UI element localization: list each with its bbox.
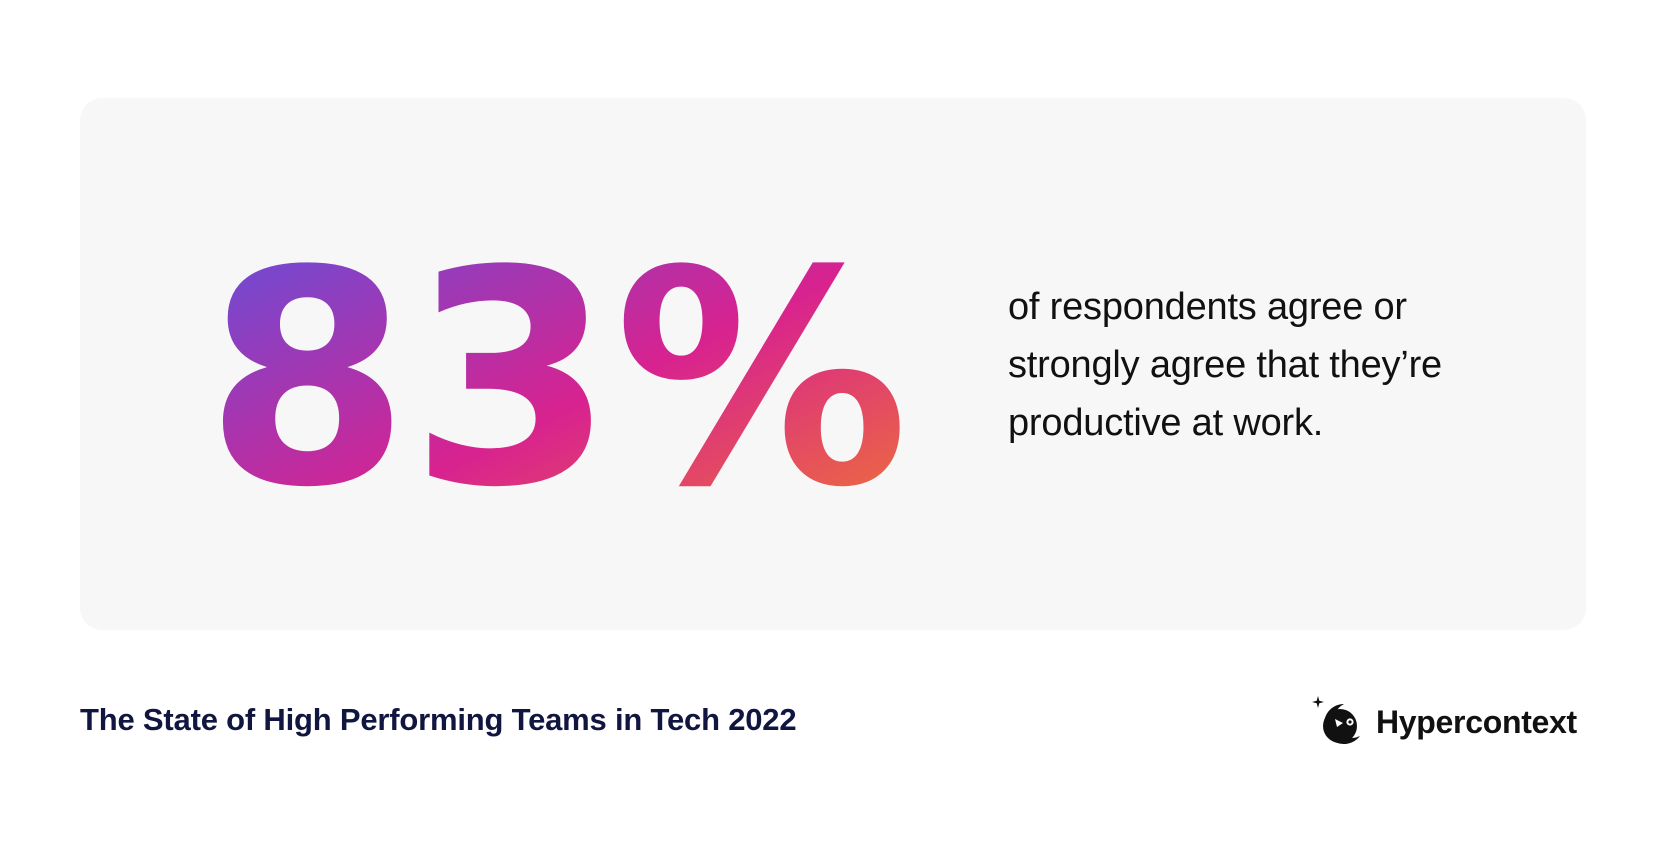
big-stat-text: 83% [205, 215, 909, 505]
report-title: The State of High Performing Teams in Te… [80, 702, 797, 737]
brand-name: Hypercontext [1376, 703, 1577, 740]
stat-description: of respondents agree or strongly agree t… [1008, 286, 1442, 444]
big-stat-graphic: 83% [205, 215, 909, 505]
stat-card [80, 98, 1586, 630]
brand-logo: Hypercontext [1310, 694, 1577, 750]
crescent-face-logo-icon [1312, 696, 1360, 744]
big-stat-value: 83% [205, 215, 925, 505]
